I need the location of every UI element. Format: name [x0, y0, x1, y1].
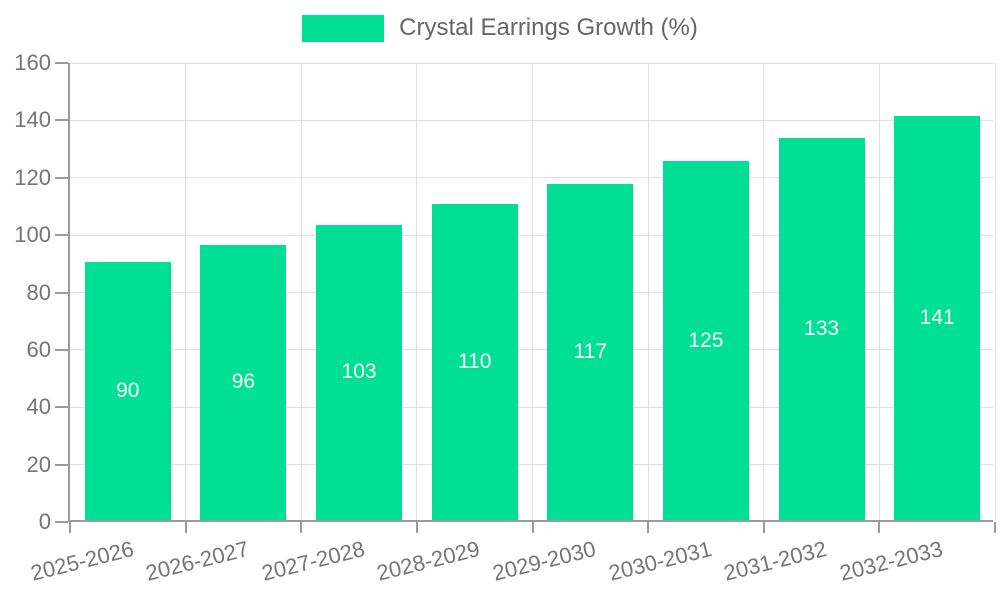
bar-value-label: 125: [688, 328, 724, 352]
y-axis-label: 160: [14, 50, 51, 75]
x-axis-tick: [762, 522, 765, 533]
y-gridline: [70, 349, 993, 351]
bar[interactable]: 133: [778, 138, 865, 520]
x-axis-label: 2030-2031: [605, 536, 714, 586]
x-axis-label: 2025-2026: [27, 536, 136, 586]
x-gridline: [994, 63, 996, 520]
bar[interactable]: 103: [316, 224, 403, 520]
y-axis-label: 120: [14, 164, 51, 190]
y-axis-tick: [55, 348, 68, 351]
y-gridline: [70, 406, 993, 408]
y-axis-label: 20: [26, 451, 51, 477]
bar-value-label: 90: [116, 378, 140, 402]
legend-swatch: [302, 14, 385, 42]
bar-value-label: 103: [341, 360, 377, 384]
x-axis-label: 2029-2030: [490, 536, 599, 586]
x-gridline: [300, 63, 302, 520]
bar-value-label: 110: [457, 350, 492, 374]
bar-value-label: 133: [804, 317, 840, 341]
x-gridline: [416, 63, 418, 520]
y-axis-tick: [55, 463, 68, 466]
y-axis-tick: [55, 521, 68, 523]
x-axis-label: 2027-2028: [258, 536, 368, 586]
bar[interactable]: 96: [200, 244, 287, 520]
x-gridline: [647, 63, 649, 520]
x-axis-label: 2031-2032: [721, 536, 830, 586]
y-gridline: [70, 119, 993, 121]
x-axis-tick: [69, 522, 71, 533]
y-axis-label: 80: [26, 279, 51, 305]
y-axis-tick: [55, 176, 68, 179]
y-axis-label: 140: [14, 107, 51, 133]
y-axis-tick: [55, 234, 68, 237]
x-gridline: [878, 63, 880, 520]
x-axis-tick: [647, 522, 650, 533]
y-axis-tick: [55, 406, 68, 409]
bar-value-label: 117: [573, 340, 608, 364]
bar[interactable]: 125: [662, 161, 749, 520]
y-axis-tick: [55, 291, 68, 294]
bar-value-label: 141: [919, 305, 955, 329]
x-gridline: [532, 63, 533, 520]
x-axis-tick: [878, 522, 881, 533]
y-axis-tick: [55, 62, 68, 64]
x-gridline: [763, 63, 765, 520]
y-gridline: [70, 62, 993, 64]
x-axis-label: 2026-2027: [143, 536, 252, 586]
legend[interactable]: Crystal Earrings Growth (%): [0, 14, 1000, 42]
bar[interactable]: 141: [894, 115, 981, 520]
x-axis-tick: [300, 522, 303, 533]
legend-label: Crystal Earrings Growth (%): [399, 14, 698, 41]
x-axis-tick: [415, 522, 418, 533]
bar[interactable]: 110: [431, 204, 518, 520]
x-axis-label: 2028-2029: [374, 536, 483, 586]
x-axis-tick: [184, 522, 187, 533]
y-gridline: [70, 177, 993, 179]
y-axis-label: 100: [14, 222, 51, 248]
y-gridline: [70, 464, 993, 466]
y-gridline: [70, 234, 993, 236]
y-axis-label: 40: [26, 394, 51, 420]
bar[interactable]: 117: [547, 184, 634, 520]
x-gridline: [185, 63, 187, 520]
x-axis-tick: [531, 522, 534, 533]
y-axis-label: 0: [38, 509, 51, 534]
x-axis-label: 2032-2033: [837, 536, 946, 586]
x-axis-tick: [994, 522, 996, 533]
y-gridline: [70, 292, 993, 293]
plot-area: 0 20 40 60 80 100 120 140 160 90 96 103 110 117 125 133…: [14, 51, 996, 586]
bar[interactable]: 90: [84, 261, 171, 520]
bar-value-label: 96: [231, 370, 256, 394]
y-axis-label: 60: [26, 336, 51, 362]
y-axis-tick: [55, 119, 68, 122]
